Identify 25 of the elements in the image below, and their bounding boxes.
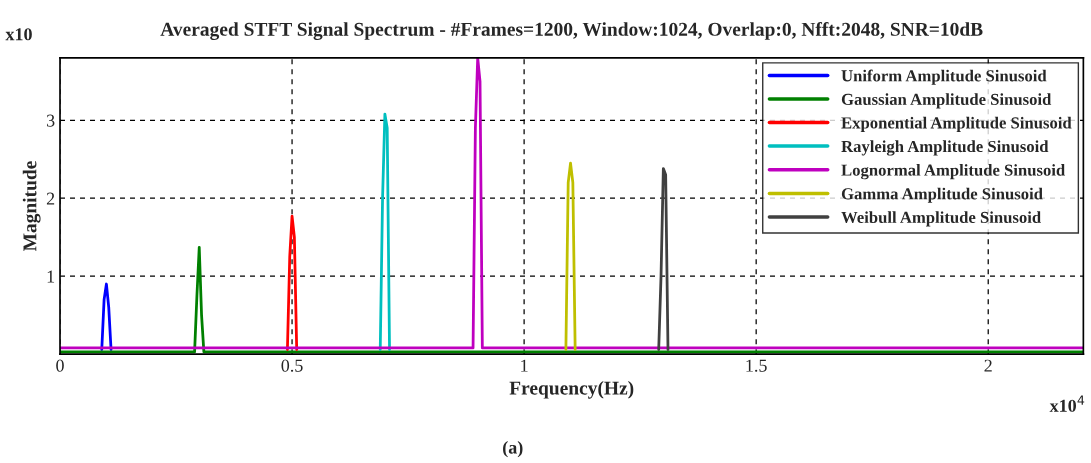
y-tick-label: 1 xyxy=(47,270,55,283)
line-series xyxy=(286,214,299,351)
legend-label: Uniform Amplitude Sinusoid xyxy=(841,69,1047,85)
x-tick-label: 1 xyxy=(521,359,528,372)
line-series xyxy=(657,167,670,351)
y-axis-title: Magnitude xyxy=(22,161,41,252)
text: x10$^{4}$ xyxy=(1049,395,1085,412)
legend-label: Gamma Amplitude Sinusoid xyxy=(841,187,1043,203)
y-tick-label: 2 xyxy=(46,192,55,205)
x-tick-label: 0 xyxy=(56,359,64,372)
chart-title: Averaged STFT Signal Spectrum - #Frames=1200, Window:1024, Overlap:0, Nfft:2048, SNR=10dB xyxy=(160,21,983,40)
x-tick-label: 2 xyxy=(984,359,992,372)
text: x10 xyxy=(5,28,32,41)
text: (a) xyxy=(503,440,523,458)
y-tick-label: 3 xyxy=(46,114,55,127)
legend-label: Lognormal Amplitude Sinusoid xyxy=(841,164,1066,180)
line-series xyxy=(100,282,113,351)
line-series xyxy=(378,112,391,351)
legend-label: Gaussian Amplitude Sinusoid xyxy=(841,93,1052,109)
x-tick-label: 0.5 xyxy=(281,359,303,372)
x-tick-label: 1.5 xyxy=(746,359,767,372)
x-axis-title: Frequency(Hz) xyxy=(509,380,634,399)
legend-label: Exponential Amplitude Sinusoid xyxy=(841,116,1072,132)
legend-label: Weibull Amplitude Sinusoid xyxy=(841,211,1041,227)
legend-label: Rayleigh Amplitude Sinusoid xyxy=(841,140,1049,156)
